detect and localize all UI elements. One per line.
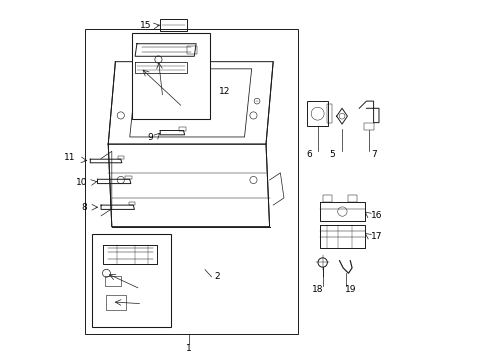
Text: 7: 7	[370, 150, 376, 159]
Text: 4: 4	[147, 284, 152, 293]
Bar	[118, 156, 123, 159]
Text: 3: 3	[149, 299, 155, 308]
Bar	[104, 276, 121, 286]
Text: 15: 15	[140, 21, 151, 30]
Text: 14: 14	[168, 93, 180, 102]
Text: 19: 19	[344, 284, 356, 293]
Bar	[306, 101, 327, 126]
Bar	[85, 30, 298, 334]
Bar	[363, 123, 373, 130]
Text: 5: 5	[329, 150, 335, 159]
Bar	[92, 234, 171, 327]
Text: 8: 8	[81, 203, 87, 212]
Text: 16: 16	[370, 211, 382, 220]
Bar	[106, 296, 126, 310]
Text: 2: 2	[214, 272, 219, 281]
Bar	[125, 176, 132, 179]
Text: 12: 12	[219, 86, 230, 95]
Bar	[160, 19, 187, 31]
Text: 18: 18	[312, 284, 323, 293]
Bar	[326, 104, 332, 123]
Text: 11: 11	[64, 153, 76, 162]
Text: 6: 6	[305, 150, 311, 159]
Bar	[187, 45, 197, 54]
Bar	[179, 127, 185, 131]
Bar	[348, 195, 357, 202]
Text: 13: 13	[188, 104, 200, 113]
Text: 9: 9	[147, 133, 153, 142]
Text: 10: 10	[76, 177, 87, 186]
Text: 1: 1	[185, 344, 191, 353]
Bar	[131, 33, 210, 119]
Text: 17: 17	[370, 232, 382, 241]
Bar	[322, 195, 331, 202]
Bar	[129, 202, 135, 205]
